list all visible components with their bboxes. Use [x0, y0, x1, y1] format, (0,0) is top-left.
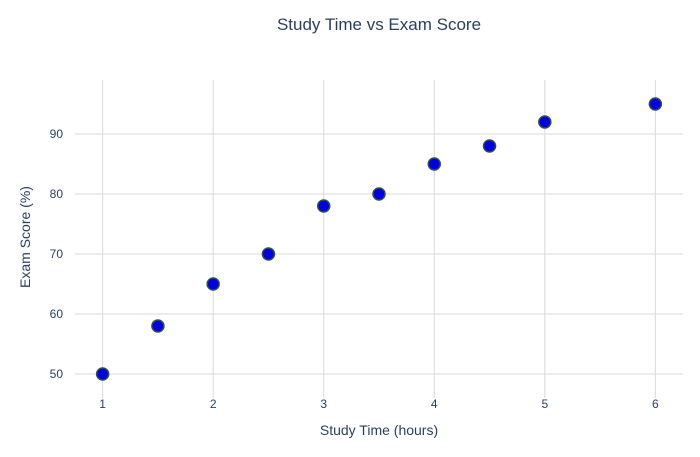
- x-axis-ticks: 1 2 3 4 5 6: [99, 397, 659, 411]
- chart-title: Study Time vs Exam Score: [277, 15, 481, 34]
- data-point[interactable]: [95, 367, 110, 381]
- x-tick-label: 4: [431, 397, 438, 411]
- data-points: [95, 97, 663, 381]
- x-tick-label: 3: [320, 397, 327, 411]
- data-point[interactable]: [648, 97, 663, 111]
- x-tick-label: 1: [99, 397, 106, 411]
- y-tick-label: 80: [50, 187, 64, 201]
- x-tick-label: 2: [210, 397, 217, 411]
- y-axis-label: Exam Score (%): [17, 186, 33, 288]
- data-point[interactable]: [482, 139, 497, 153]
- x-tick-label: 6: [652, 397, 659, 411]
- data-point[interactable]: [427, 157, 442, 171]
- y-tick-label: 70: [50, 247, 64, 261]
- data-point[interactable]: [538, 115, 552, 129]
- data-point[interactable]: [372, 187, 386, 201]
- x-axis-label: Study Time (hours): [320, 422, 438, 438]
- y-tick-label: 60: [50, 307, 64, 321]
- data-point[interactable]: [261, 247, 276, 261]
- x-tick-label: 5: [541, 397, 548, 411]
- data-point[interactable]: [151, 319, 165, 333]
- data-point[interactable]: [206, 277, 220, 291]
- y-tick-label: 90: [50, 127, 64, 141]
- y-tick-label: 50: [50, 367, 64, 381]
- y-axis-ticks: 50 60 70 80 90: [50, 127, 64, 381]
- data-point[interactable]: [316, 199, 331, 213]
- grid: [75, 80, 683, 398]
